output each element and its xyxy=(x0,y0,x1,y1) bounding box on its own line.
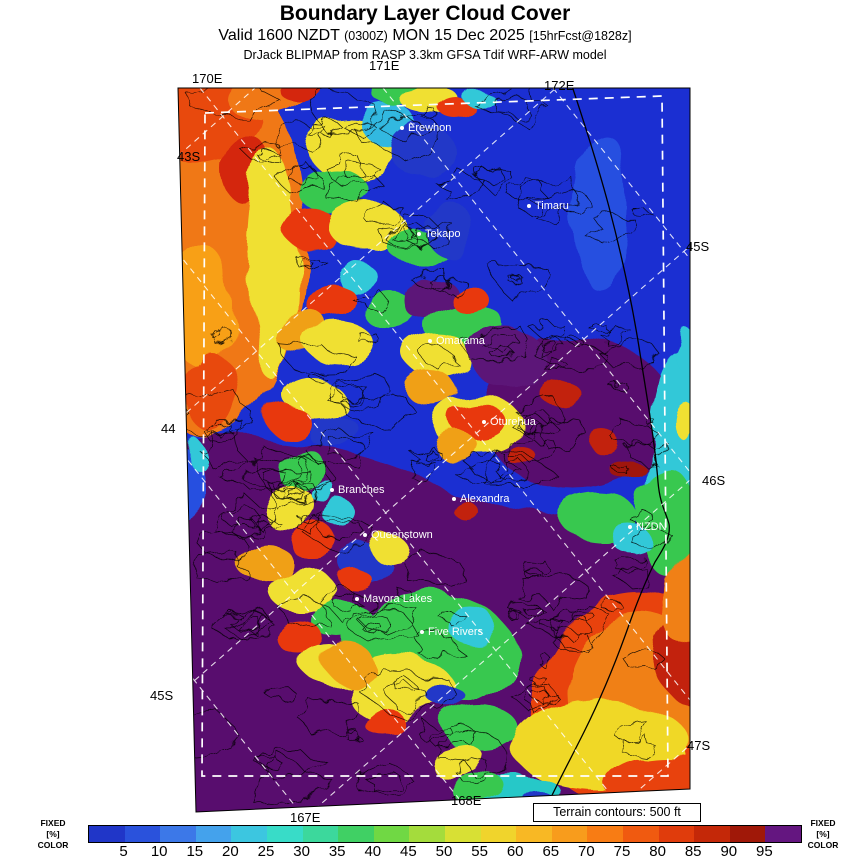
terrain-contours-note: Terrain contours: 500 ft xyxy=(533,803,701,822)
caption-color: COLOR xyxy=(37,840,69,851)
colorbar-tick-60: 60 xyxy=(506,843,524,860)
colorbar-segment-14 xyxy=(587,826,623,842)
colorbar-segment-15 xyxy=(622,826,659,842)
valid-date: MON 15 Dec 2025 xyxy=(392,27,525,44)
colorbar-segment-2 xyxy=(160,826,196,842)
colorbar-tick-5: 5 xyxy=(119,843,128,860)
domain-boundary-box xyxy=(201,95,669,777)
caption-units: [%] xyxy=(46,829,60,840)
colorbar-tick-20: 20 xyxy=(222,843,239,860)
valid-time-line: Valid 1600 NZDT (0300Z) MON 15 Dec 2025 … xyxy=(0,27,850,45)
colorbar-tick-70: 70 xyxy=(578,843,595,860)
cloud-cover-field xyxy=(178,88,690,812)
colorbar-segment-4 xyxy=(231,826,267,842)
colorbar-tick-15: 15 xyxy=(186,843,204,860)
colorbar-tick-45: 45 xyxy=(400,843,417,860)
page-title: Boundary Layer Cloud Cover xyxy=(279,2,571,25)
colorbar-segment-18 xyxy=(729,826,766,842)
terrain-contour-lines xyxy=(178,88,674,806)
colorbar-tick-25: 25 xyxy=(257,843,275,860)
colorbar-tick-30: 30 xyxy=(293,843,310,860)
colorbar-tick-65: 65 xyxy=(542,843,560,860)
colorbar-tick-35: 35 xyxy=(328,843,346,860)
latlon-graticule xyxy=(178,88,690,812)
caption-units: [%] xyxy=(816,829,830,840)
colorbar-tick-95: 95 xyxy=(756,843,773,860)
colorbar-segment-16 xyxy=(658,826,695,842)
colorbar-segment-5 xyxy=(266,826,303,842)
colorbar-tick-85: 85 xyxy=(684,843,702,860)
colorbar-segment-13 xyxy=(551,826,588,842)
colorbar-segment-1 xyxy=(124,826,161,842)
colorbar-tick-75: 75 xyxy=(613,843,631,860)
colorbar-tick-50: 50 xyxy=(435,843,453,860)
colorbar-segment-6 xyxy=(302,826,339,842)
colorbar-caption-right: FIXED [%] COLOR xyxy=(800,818,846,851)
colorbar-tick-80: 80 xyxy=(649,843,666,860)
colorbar-segment-17 xyxy=(694,826,730,842)
colorbar-segment-10 xyxy=(444,826,481,842)
colorbar-segment-19 xyxy=(765,826,801,842)
colorbar-segment-8 xyxy=(373,826,410,842)
colorbar-tick-55: 55 xyxy=(471,843,488,860)
colorbar-segment-12 xyxy=(516,826,552,842)
model-info-line: DrJack BLIPMAP from RASP 3.3km GFSA Tdif… xyxy=(243,48,607,62)
colorbar-segment-9 xyxy=(409,826,445,842)
caption-fixed: FIXED xyxy=(40,818,66,828)
colorbar-segment-7 xyxy=(338,826,374,842)
valid-fcst: [15hrFcst@1828z] xyxy=(529,29,632,43)
map-frame xyxy=(177,87,691,813)
colorbar-segment-3 xyxy=(195,826,232,842)
valid-prefix: Valid 1600 NZDT xyxy=(218,27,340,44)
valid-zulu: (0300Z) xyxy=(344,29,388,43)
colorbar-tick-10: 10 xyxy=(150,843,168,860)
colorbar-segment-0 xyxy=(89,826,125,842)
colorbar-tick-90: 90 xyxy=(720,843,738,860)
colorbar-tick-40: 40 xyxy=(364,843,382,860)
colorbar-caption-left: FIXED [%] COLOR xyxy=(30,818,76,851)
caption-color: COLOR xyxy=(807,840,839,851)
colorbar xyxy=(88,825,802,843)
colorbar-segment-11 xyxy=(480,826,517,842)
caption-fixed: FIXED xyxy=(810,818,836,828)
